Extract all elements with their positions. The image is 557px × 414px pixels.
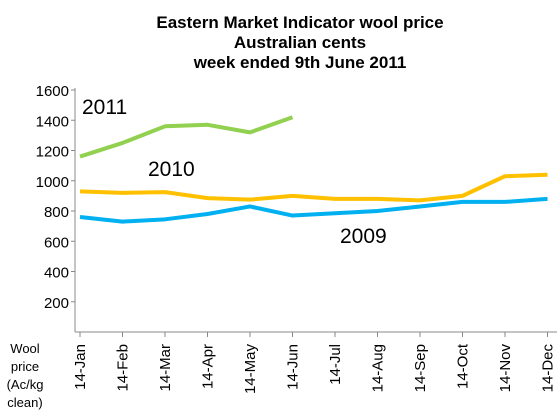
y-axis-label: (Ac/kg <box>7 377 44 392</box>
y-tick-label: 200 <box>44 295 69 312</box>
chart-title: Australian cents <box>234 33 366 52</box>
chart-title: Eastern Market Indicator wool price <box>156 13 443 32</box>
y-axis-label: price <box>11 359 39 374</box>
y-axis-label: Wool <box>10 341 39 356</box>
series-label: 2010 <box>148 158 195 181</box>
x-tick-label: 14-Jan <box>72 344 89 390</box>
y-tick-label: 400 <box>44 265 69 282</box>
x-tick-label: 14-Nov <box>497 344 514 393</box>
y-tick-label: 800 <box>44 204 69 221</box>
y-tick-label: 1600 <box>36 83 69 100</box>
y-tick-label: 1000 <box>36 174 69 191</box>
x-tick-label: 14-Jul <box>327 344 344 385</box>
x-tick-label: 14-Oct <box>455 343 472 389</box>
x-tick-label: 14-Jun <box>285 344 302 390</box>
series-line <box>79 172 548 203</box>
series-label: 2009 <box>340 225 387 248</box>
y-tick-label: 1200 <box>36 144 69 161</box>
y-axis-label: clean) <box>7 395 42 410</box>
x-tick-label: 14-May <box>242 344 259 395</box>
y-tick-label: 600 <box>44 234 69 251</box>
series-line <box>79 196 548 224</box>
x-tick-label: 14-Dec <box>540 344 557 393</box>
x-tick-label: 14-Aug <box>370 344 387 392</box>
series-label: 2011 <box>82 96 127 119</box>
x-tick-label: 14-Mar <box>157 344 174 392</box>
y-tick-label: 1400 <box>36 113 69 130</box>
x-tick-label: 14-Apr <box>200 344 217 389</box>
x-tick-label: 14-Sep <box>412 344 429 392</box>
x-tick-label: 14-Feb <box>115 344 132 392</box>
series-line <box>79 115 294 159</box>
chart-title: week ended 9th June 2011 <box>193 53 407 72</box>
